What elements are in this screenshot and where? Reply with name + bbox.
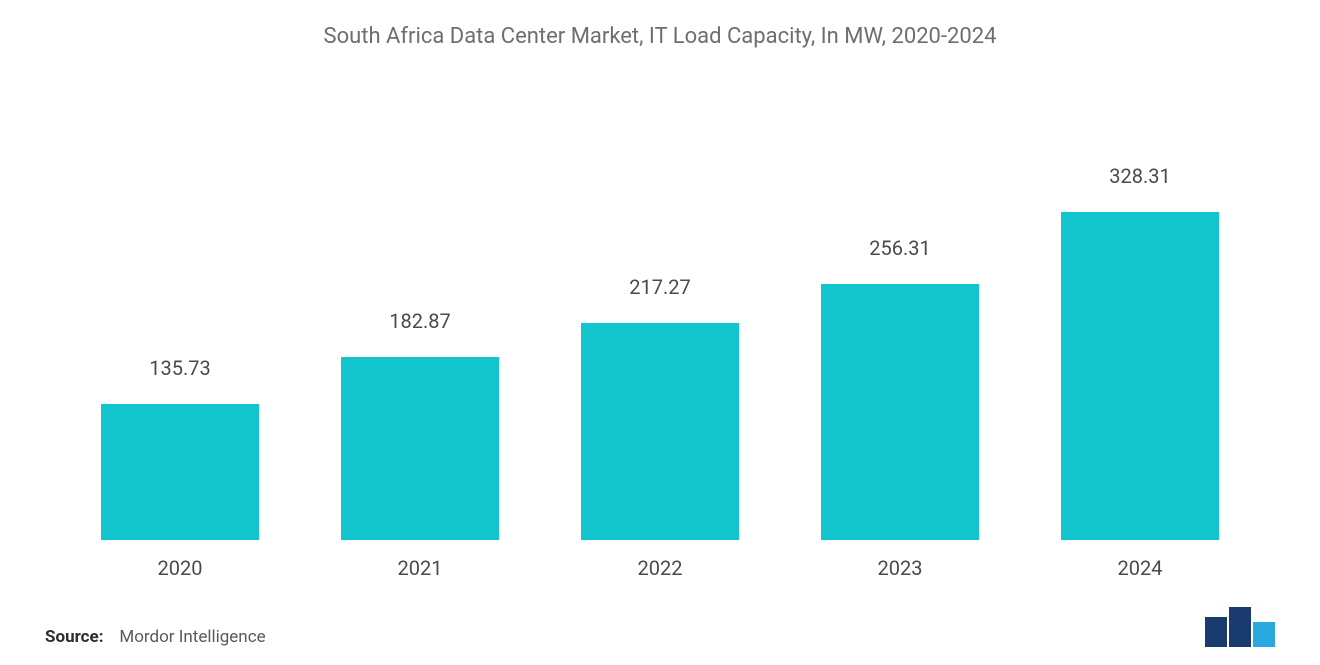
bar (101, 404, 259, 540)
plot-area: 135.73182.87217.27256.31 328.31 (60, 100, 1260, 540)
bar-slot: 256.31 (780, 100, 1020, 540)
logo-bar-icon (1229, 607, 1251, 647)
chart-title: South Africa Data Center Market, IT Load… (0, 24, 1320, 49)
source-text: Mordor Intelligence (119, 627, 265, 647)
bar-value-label: 182.87 (300, 309, 540, 333)
bar (1061, 212, 1219, 540)
bar-slot: 328.31 (1020, 100, 1260, 540)
source-label: Source: (45, 627, 103, 647)
bar-value-label: 256.31 (780, 236, 1020, 260)
bar (821, 284, 979, 540)
bar-value-label: 135.73 (60, 356, 300, 380)
source-spacer (107, 627, 115, 646)
bar (341, 357, 499, 540)
x-axis-tick: 2021 (300, 556, 540, 580)
bar-value-label: 217.27 (540, 275, 780, 299)
bar-value-label: 328.31 (1020, 164, 1260, 188)
logo-bar-icon (1205, 617, 1227, 647)
bar-slot: 135.73 (60, 100, 300, 540)
source-line: Source: Mordor Intelligence (45, 627, 266, 647)
x-axis-tick: 2024 (1020, 556, 1260, 580)
bar (581, 323, 739, 540)
x-axis-tick: 2022 (540, 556, 780, 580)
x-axis: 20202021202220232024 (60, 556, 1260, 580)
chart-title-text: South Africa Data Center Market, IT Load… (324, 24, 997, 49)
chart-container: South Africa Data Center Market, IT Load… (0, 0, 1320, 665)
x-axis-tick: 2020 (60, 556, 300, 580)
brand-logo (1205, 607, 1275, 647)
bar-slot: 217.27 (540, 100, 780, 540)
chart-footer: Source: Mordor Intelligence (45, 607, 1275, 647)
bar-slot: 182.87 (300, 100, 540, 540)
bars-group: 135.73182.87217.27256.31 328.31 (60, 100, 1260, 540)
logo-bar-icon (1253, 622, 1275, 647)
x-axis-tick: 2023 (780, 556, 1020, 580)
